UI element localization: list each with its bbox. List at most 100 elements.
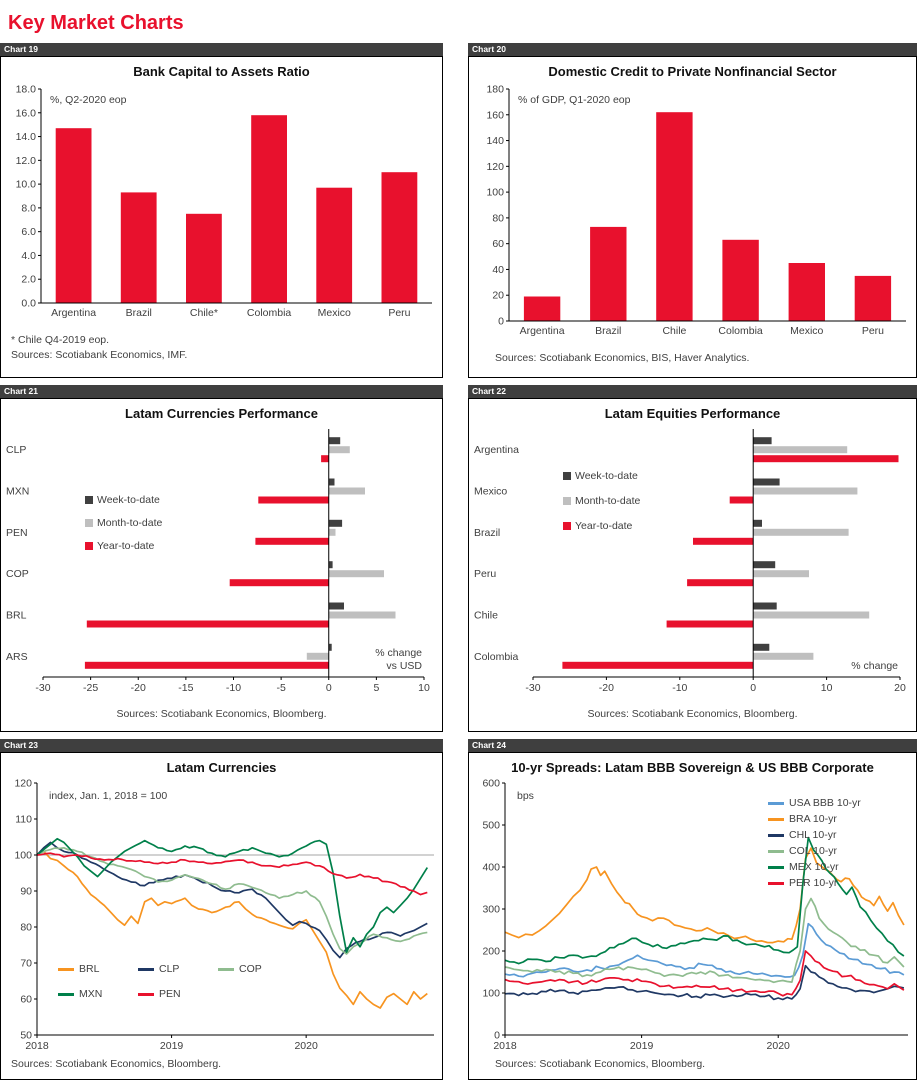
- y-tick-label: 600: [482, 778, 500, 790]
- category-label: Brazil: [126, 307, 152, 319]
- bar-PEN-Month-to-date: [328, 528, 336, 536]
- series-BRA 10-yr: [504, 847, 905, 944]
- legend-swatch: [218, 968, 234, 971]
- category-label: Argentina: [474, 444, 519, 456]
- bar-Peru-Week-to-date: [753, 561, 776, 569]
- chart-22-sources: Sources: Scotiabank Economics, Bloomberg…: [587, 708, 798, 720]
- legend-swatch: [85, 542, 93, 550]
- legend-label: CLP: [159, 963, 179, 975]
- bar-PEN-Year-to-date: [255, 537, 329, 545]
- category-label: Peru: [388, 307, 410, 319]
- chart-19-sources: Sources: Scotiabank Economics, IMF.: [11, 349, 188, 361]
- bar-Argentina-Month-to-date: [753, 446, 848, 454]
- chart-20-sources: Sources: Scotiabank Economics, BIS, Have…: [495, 352, 750, 364]
- bar-Argentina: [523, 296, 561, 321]
- bar-Peru-Month-to-date: [753, 570, 809, 578]
- y-tick-label: 110: [15, 814, 32, 826]
- x-axis-title: % change: [851, 660, 898, 672]
- y-tick-label: 40: [492, 264, 504, 276]
- chart-22-tag: Chart 22: [468, 385, 917, 398]
- bar-ARS-Month-to-date: [306, 652, 329, 660]
- series-MXN: [36, 837, 429, 954]
- bar-COP-Week-to-date: [328, 561, 333, 569]
- legend-label: Year-to-date: [575, 520, 633, 532]
- legend-label: Month-to-date: [575, 495, 641, 507]
- bar-MXN-Week-to-date: [328, 478, 335, 486]
- legend-swatch: [768, 850, 784, 853]
- bar-Mexico: [316, 187, 353, 303]
- y-tick-label: 2.0: [21, 274, 36, 286]
- legend-swatch: [85, 519, 93, 527]
- category-label: Mexico: [790, 325, 823, 337]
- legend-swatch: [768, 882, 784, 885]
- series-COL 10-yr: [504, 897, 905, 984]
- chart-22-box: Latam Equities Performance Argentina Mexi…: [468, 398, 917, 732]
- series-BRL: [36, 850, 428, 1009]
- y-tick-label: 120: [14, 778, 32, 790]
- chart-24-tag: Chart 24: [468, 739, 917, 752]
- series-USA BBB 10-yr: [504, 922, 905, 978]
- x-tick-label: 2019: [630, 1040, 654, 1052]
- x-tick-label: -15: [178, 682, 193, 694]
- chart-22-canvas: Argentina Mexico Brazil Peru Chile Colombia -3…: [474, 429, 906, 694]
- legend-label: Year-to-date: [97, 540, 155, 552]
- chart-19-footnote: * Chile Q4-2019 eop.: [11, 334, 110, 346]
- bar-ARS-Year-to-date: [84, 661, 329, 669]
- chart-23-sources: Sources: Scotiabank Economics, Bloomberg…: [11, 1058, 222, 1070]
- chart-22-title: Latam Equities Performance: [604, 406, 781, 421]
- x-tick-label: -20: [131, 682, 146, 694]
- chart-20-tag: Chart 20: [468, 43, 917, 56]
- x-tick-label: 20: [894, 682, 906, 694]
- bar-BRL-Week-to-date: [328, 602, 344, 610]
- bar-Brazil-Month-to-date: [753, 528, 849, 536]
- category-label: Brazil: [595, 325, 621, 337]
- bar-ARS-Week-to-date: [328, 643, 332, 651]
- y-tick-label: 90: [20, 886, 32, 898]
- y-tick-label: 180: [486, 84, 504, 96]
- x-tick-label: 2019: [160, 1040, 184, 1052]
- page-title: Key Market Charts: [8, 12, 184, 34]
- legend-swatch: [58, 993, 74, 996]
- bar-BRL-Year-to-date: [86, 620, 329, 628]
- legend-label: MXN: [79, 988, 102, 1000]
- bar-Brazil-Year-to-date: [693, 537, 754, 545]
- category-label: ARS: [6, 651, 28, 663]
- x-tick-label: 0: [326, 682, 332, 694]
- bar-MXN-Year-to-date: [258, 496, 329, 504]
- chart-23-title: Latam Currencies: [166, 760, 277, 775]
- category-label: Mexico: [474, 486, 507, 498]
- y-tick-label: 400: [482, 862, 500, 874]
- bar-Chile-Month-to-date: [753, 611, 870, 619]
- category-label: Colombia: [247, 307, 292, 319]
- bar-Mexico-Week-to-date: [753, 478, 780, 486]
- chart-19-title: Bank Capital to Assets Ratio: [133, 64, 310, 79]
- category-label: Mexico: [318, 307, 351, 319]
- category-label: PEN: [6, 527, 28, 539]
- chart-24-sources: Sources: Scotiabank Economics, Bloomberg…: [495, 1058, 706, 1070]
- bar-CLP-Week-to-date: [328, 437, 341, 445]
- chart-24-cell: Chart 24 10-yr Spreads: Latam BBB Sovere…: [468, 739, 917, 1080]
- chart-22-cell: Chart 22 Latam Equities Performance Arge…: [468, 385, 917, 732]
- series-PER 10-yr: [504, 950, 905, 997]
- legend-swatch: [768, 818, 784, 821]
- bar-Peru: [854, 275, 892, 321]
- bar-CLP-Year-to-date: [321, 455, 329, 463]
- chart-19-box: Bank Capital to Assets Ratio Argentina Br…: [0, 56, 443, 378]
- bar-MXN-Month-to-date: [328, 487, 365, 495]
- y-tick-label: 100: [486, 187, 504, 199]
- x-tick-label: -10: [672, 682, 687, 694]
- bar-CLP-Month-to-date: [328, 446, 350, 454]
- chart-24-title: 10-yr Spreads: Latam BBB Sovereign & US …: [511, 760, 874, 775]
- axis-note: bps: [517, 790, 534, 802]
- bar-Brazil: [590, 226, 627, 321]
- y-tick-label: 0: [494, 1030, 500, 1042]
- bar-Brazil: [120, 192, 157, 303]
- legend-swatch: [563, 522, 571, 530]
- chart-20-cell: Chart 20 Domestic Credit to Private Nonf…: [468, 43, 917, 378]
- chart-19-cell: Chart 19 Bank Capital to Assets Ratio Ar…: [0, 43, 443, 378]
- chart-20-title: Domestic Credit to Private Nonfinancial …: [548, 64, 837, 79]
- chart-20-box: Domestic Credit to Private Nonfinancial …: [468, 56, 917, 378]
- chart-21-cell: Chart 21 Latam Currencies Performance CL…: [0, 385, 443, 732]
- y-tick-label: 10.0: [16, 179, 37, 191]
